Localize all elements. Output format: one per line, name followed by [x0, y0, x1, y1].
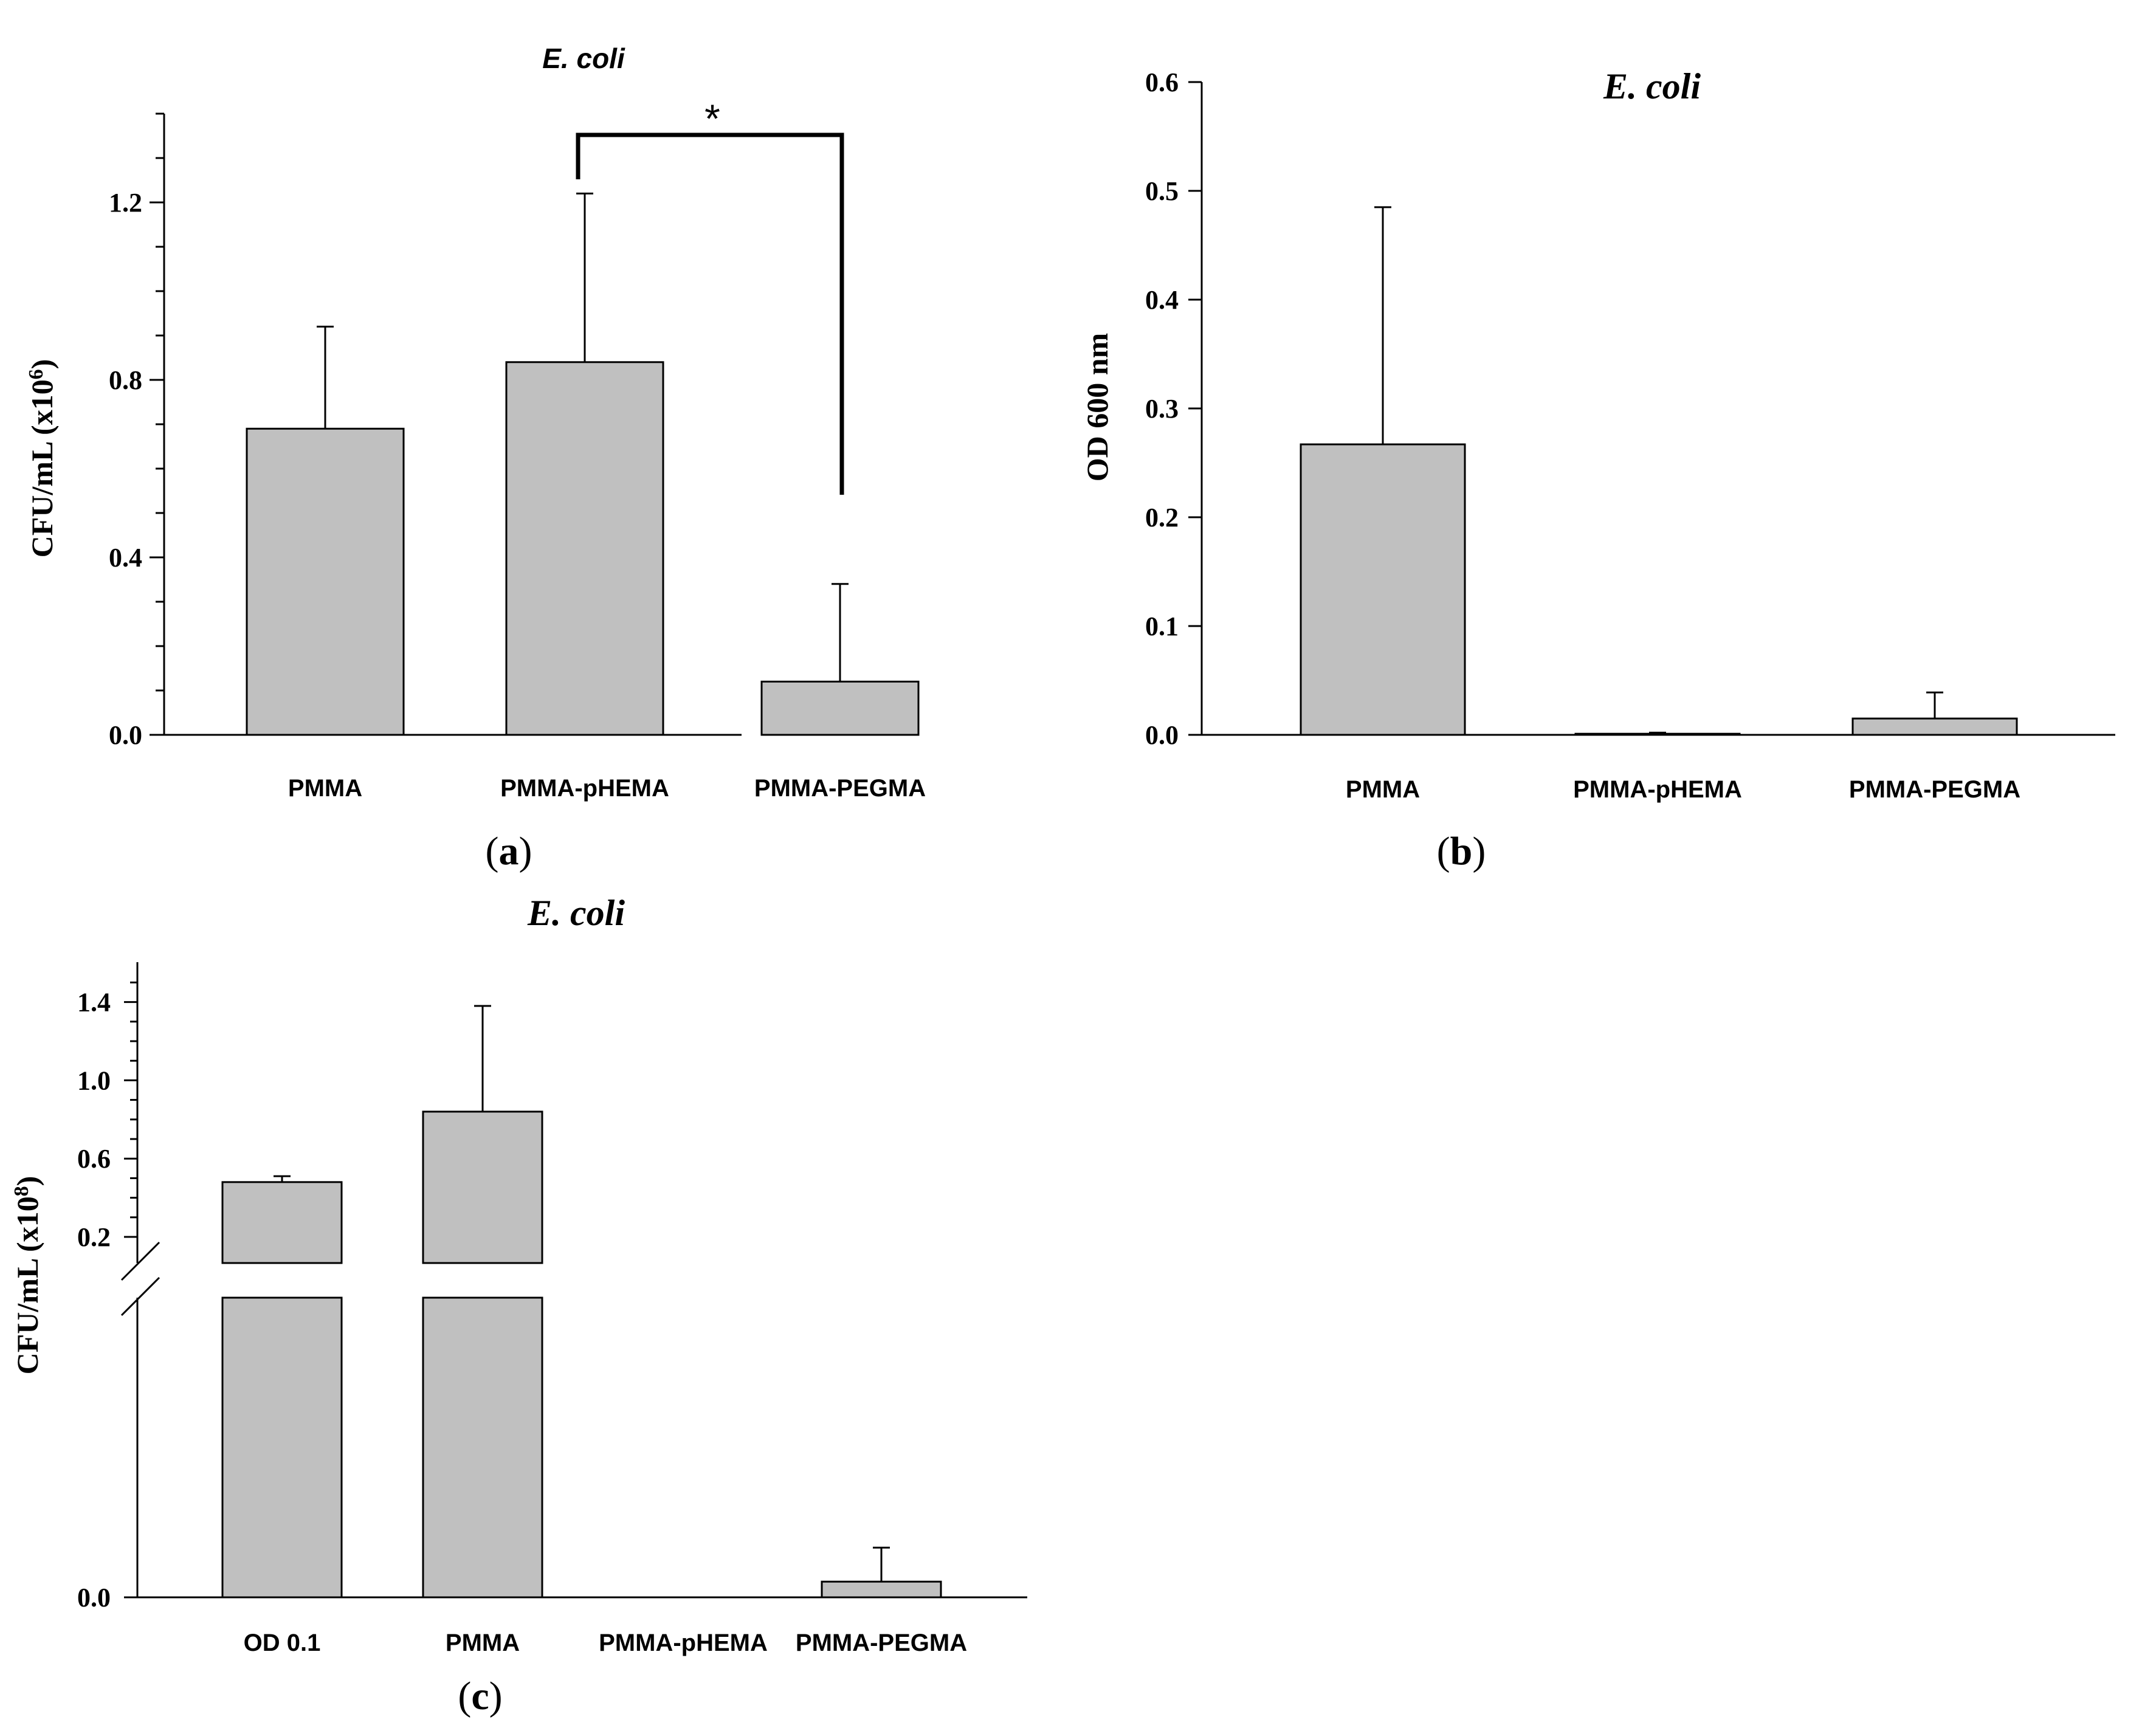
chart-a-significance-star: * — [704, 96, 720, 141]
chart-b-error-bar — [1926, 691, 1943, 719]
chart-c-title: E. coli — [527, 893, 625, 933]
chart-c-error-bar — [474, 1005, 491, 1112]
chart-a-bar — [246, 427, 405, 736]
chart-c-category-label: PMMA-pHEMA — [599, 1630, 768, 1656]
chart-b-panel-label: (b) — [1437, 829, 1486, 873]
chart-a-bar — [760, 680, 920, 736]
chart-c-bars — [221, 1110, 942, 1599]
chart-b-tick-label: 0.6 — [1145, 67, 1179, 97]
chart-c-category-labels: OD 0.1 PMMA PMMA-pHEMA PMMA-PEGMA — [244, 1630, 967, 1656]
chart-a-panel-label: (a) — [486, 829, 532, 873]
chart-b-category-label: PMMA — [1346, 776, 1420, 803]
chart-a-error-bar — [832, 583, 849, 682]
chart-a-bars — [246, 361, 920, 736]
chart-c-category-label: PMMA — [446, 1630, 520, 1656]
chart-a-category-label: PMMA-PEGMA — [754, 775, 926, 802]
chart-b-bar — [1574, 732, 1741, 736]
chart-a-significance-bracket — [576, 133, 844, 495]
chart-a-ylabel: CFU/mL (x106) — [25, 359, 59, 558]
chart-b-bar — [1851, 717, 2018, 736]
chart-b-y-ticks: 0.0 0.1 0.2 0.3 0.4 0.5 0.6 — [1145, 67, 1202, 750]
chart-c-error-bar — [274, 1175, 291, 1182]
chart-b-category-label: PMMA-pHEMA — [1573, 776, 1742, 803]
chart-b-tick-label: 0.0 — [1145, 720, 1179, 750]
chart-c-category-label: OD 0.1 — [244, 1630, 321, 1656]
chart-a-y-ticks: 0.0 0.4 0.8 1.2 — [109, 112, 164, 750]
chart-a-error-bar — [576, 192, 593, 362]
chart-c-bar — [821, 1580, 942, 1599]
chart-c-axis-break-mark — [120, 1241, 160, 1281]
chart-c-error-bars — [274, 1005, 890, 1582]
chart-c-y-ticks: 0.0 0.2 0.6 1.0 1.4 — [77, 981, 137, 1613]
chart-c-axis-break-mark — [120, 1276, 160, 1317]
chart-b-tick-label: 0.4 — [1145, 285, 1179, 315]
chart-a-category-label: PMMA — [288, 775, 362, 802]
chart-b-bar — [1300, 443, 1466, 736]
chart-c-tick-label: 0.2 — [77, 1222, 111, 1252]
chart-b-tick-label: 0.5 — [1145, 176, 1179, 206]
chart-b-category-labels: PMMA PMMA-pHEMA PMMA-PEGMA — [1346, 776, 2020, 803]
chart-a-bar — [505, 361, 664, 736]
chart-a-tick-label: 1.2 — [109, 188, 142, 218]
chart-c-panel-label: (c) — [458, 1674, 502, 1718]
chart-b-category-label: PMMA-PEGMA — [1849, 776, 2020, 803]
chart-c-ylabel: CFU/mL (x108) — [10, 1176, 44, 1375]
chart-b-tick-label: 0.2 — [1145, 503, 1179, 532]
chart-c-tick-label: 1.4 — [77, 988, 111, 1017]
chart-c-error-bar — [873, 1546, 890, 1582]
chart-a-error-bars — [317, 192, 849, 682]
chart-a-tick-label: 0.0 — [109, 720, 142, 750]
chart-b: E. coli OD 600 nm 0.00.10.20.30.40.50.6 … — [1080, 66, 2115, 873]
chart-c-bar-lower — [422, 1296, 543, 1599]
chart-a-tick-label: 0.4 — [109, 543, 142, 573]
chart-b-error-bar — [1374, 206, 1391, 445]
chart-c-bar-lower — [221, 1296, 343, 1599]
chart-c-bar-upper — [221, 1181, 343, 1264]
chart-b-tick-label: 0.3 — [1145, 394, 1179, 424]
chart-a-tick-label: 0.8 — [109, 365, 142, 395]
chart-c-bar-upper — [422, 1110, 543, 1264]
chart-c-tick-label: 0.6 — [77, 1144, 111, 1174]
chart-a: E. coli CFU/mL (x106) 0.00.40.81.2 PMMA P… — [25, 43, 926, 873]
chart-c-tick-label: 1.0 — [77, 1065, 111, 1095]
chart-a-category-label: PMMA-pHEMA — [500, 775, 669, 802]
chart-c-tick-label: 0.0 — [77, 1583, 111, 1613]
chart-b-ylabel: OD 600 nm — [1080, 333, 1114, 481]
chart-a-error-bar — [317, 325, 334, 429]
chart-c: E. coli CFU/mL (x108) 0.0 0.2 0.6 1.0 1.4 OD… — [10, 893, 1027, 1718]
chart-a-title: E. coli — [542, 43, 625, 74]
chart-b-title: E. coli — [1603, 66, 1701, 106]
chart-a-category-labels: PMMA PMMA-pHEMA PMMA-PEGMA — [288, 775, 926, 802]
chart-b-tick-label: 0.1 — [1145, 611, 1179, 641]
chart-b-bars — [1300, 443, 2018, 736]
chart-c-category-label: PMMA-PEGMA — [796, 1630, 967, 1656]
